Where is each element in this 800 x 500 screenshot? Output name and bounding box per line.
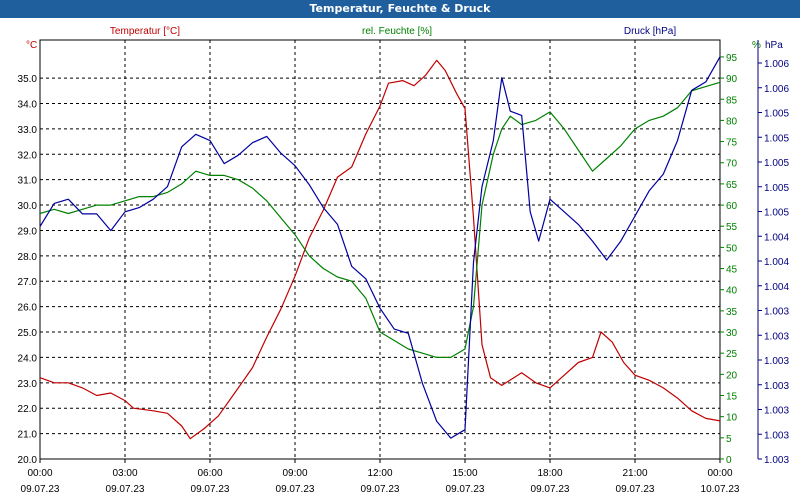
x-tick-label-time: 21:00 [622,468,647,479]
y-tick-label-humidity: 20 [726,370,738,381]
x-tick-label-date: 09.07.23 [616,484,655,495]
y-tick-label-humidity: 35 [726,307,738,318]
y-tick-label-pressure: 1.005 [764,158,789,169]
x-tick-label-date: 09.07.23 [106,484,145,495]
temperature-axis-title: Temperatur [°C] [110,26,180,37]
y-tick-label-temperature: 33.0 [18,125,38,136]
pressure-unit-label: hPa [765,40,783,51]
y-tick-label-pressure: 1.004 [764,257,789,268]
y-tick-label-humidity: 60 [726,201,738,212]
x-tick-label-time: 09:00 [282,468,307,479]
y-tick-label-temperature: 21.0 [18,430,38,441]
y-tick-label-humidity: 5 [726,434,732,445]
y-tick-label-humidity: 25 [726,349,738,360]
y-tick-label-humidity: 10 [726,413,738,424]
y-tick-label-pressure: 1.005 [764,133,789,144]
y-tick-label-humidity: 50 [726,243,738,254]
y-tick-label-temperature: 25.0 [18,328,38,339]
y-tick-label-temperature: 22.0 [18,404,38,415]
humidity-axis-title: rel. Feuchte [%] [362,26,432,37]
y-tick-label-pressure: 1.004 [764,282,789,293]
y-tick-label-humidity: 55 [726,222,738,233]
x-tick-label-time: 00:00 [27,468,52,479]
y-tick-label-humidity: 90 [726,74,738,85]
y-tick-label-pressure: 1.006 [764,84,789,95]
y-tick-label-humidity: 40 [726,286,738,297]
y-tick-label-temperature: 20.0 [18,455,38,466]
y-tick-label-humidity: 0 [726,455,732,466]
y-tick-label-temperature: 31.0 [18,176,38,187]
y-tick-label-pressure: 1.005 [764,208,789,219]
y-tick-label-temperature: 32.0 [18,150,38,161]
y-tick-label-pressure: 1.003 [764,356,789,367]
x-tick-label-date: 09.07.23 [531,484,570,495]
series-line-temperature [39,59,721,440]
y-tick-label-pressure: 1.005 [764,183,789,194]
y-tick-label-temperature: 35.0 [18,74,38,85]
x-tick-label-time: 18:00 [537,468,562,479]
temperature-unit-label: °C [26,40,37,51]
y-tick-label-pressure: 1.003 [764,307,789,318]
y-tick-label-humidity: 65 [726,180,738,191]
x-tick-label-date: 09.07.23 [361,484,400,495]
y-tick-label-temperature: 23.0 [18,379,38,390]
y-tick-label-humidity: 75 [726,138,738,149]
y-tick-label-humidity: 15 [726,392,738,403]
y-tick-label-pressure: 1.003 [764,455,789,466]
plot-frame [39,39,721,460]
x-tick-label-time: 12:00 [367,468,392,479]
y-tick-label-temperature: 28.0 [18,252,38,263]
chart-title: Temperatur, Feuchte & Druck [0,0,800,18]
y-tick-label-humidity: 80 [726,116,738,127]
x-tick-label-time: 03:00 [112,468,137,479]
y-tick-label-pressure: 1.003 [764,430,789,441]
y-tick-label-temperature: 34.0 [18,99,38,110]
x-tick-label-time: 00:00 [707,468,732,479]
x-tick-label-date: 09.07.23 [21,484,60,495]
y-tick-label-pressure: 1.006 [764,59,789,70]
y-tick-label-pressure: 1.004 [764,232,789,243]
y-tick-label-humidity: 85 [726,95,738,106]
y-tick-label-temperature: 30.0 [18,201,38,212]
y-tick-label-humidity: 70 [726,159,738,170]
y-tick-label-temperature: 29.0 [18,226,38,237]
pressure-axis-title: Druck [hPa] [624,26,676,37]
humidity-unit-label: % [752,40,761,51]
y-tick-label-temperature: 27.0 [18,277,38,288]
y-tick-label-temperature: 24.0 [18,353,38,364]
x-tick-label-time: 06:00 [197,468,222,479]
y-tick-label-pressure: 1.005 [764,109,789,120]
y-tick-label-temperature: 26.0 [18,303,38,314]
y-tick-label-humidity: 45 [726,265,738,276]
y-tick-label-pressure: 1.003 [764,331,789,342]
y-tick-label-humidity: 30 [726,328,738,339]
x-tick-label-date: 10.07.23 [701,484,740,495]
x-tick-label-date: 09.07.23 [446,484,485,495]
series-line-pressure [39,56,721,439]
y-tick-label-humidity: 95 [726,53,738,64]
y-tick-label-pressure: 1.003 [764,381,789,392]
x-tick-label-date: 09.07.23 [191,484,230,495]
x-tick-label-time: 15:00 [452,468,477,479]
x-tick-label-date: 09.07.23 [276,484,315,495]
y-tick-label-pressure: 1.003 [764,406,789,417]
